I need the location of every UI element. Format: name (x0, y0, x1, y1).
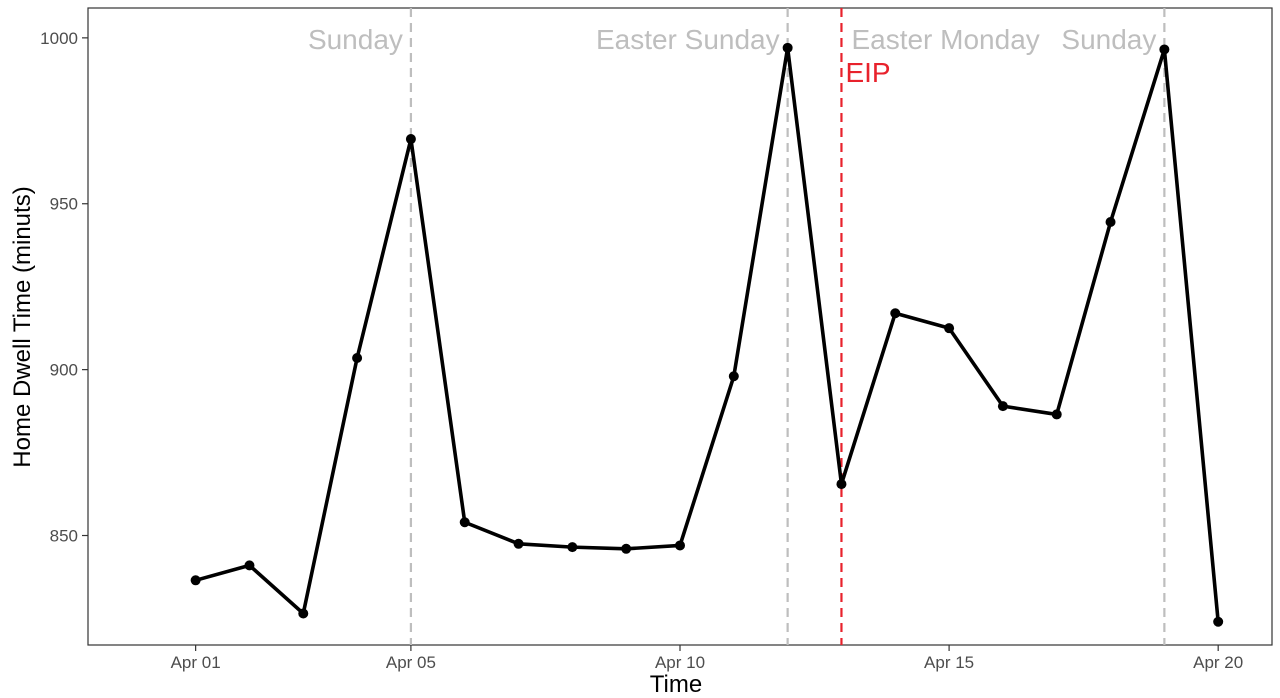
reference-line-label: Sunday (1061, 24, 1156, 55)
data-point (567, 542, 578, 553)
x-axis: Apr 01 Apr 05 Apr 10 Apr 15 Apr 20 (171, 645, 1243, 672)
eip-label: EIP (845, 57, 890, 88)
x-axis-title: Time (650, 671, 702, 698)
data-point (244, 560, 255, 571)
reference-line-label: Easter Sunday (596, 24, 780, 55)
data-point (405, 134, 416, 145)
x-tick-label: Apr 15 (924, 653, 974, 672)
y-tick-label: 900 (50, 361, 78, 380)
data-point (513, 538, 524, 549)
x-tick-label: Apr 20 (1193, 653, 1243, 672)
data-point (298, 608, 309, 619)
reference-line-label: Sunday (308, 24, 403, 55)
data-point (944, 323, 955, 334)
reference-line-label: Easter Monday (851, 24, 1039, 55)
data-point (675, 540, 685, 551)
x-tick-label: Apr 05 (386, 653, 436, 672)
y-axis-title: Home Dwell Time (minuts) (9, 186, 36, 467)
data-point (890, 308, 901, 319)
data-point (621, 543, 632, 554)
data-series (190, 42, 1224, 627)
data-point (1213, 616, 1224, 627)
y-axis: 850 900 950 1000 (40, 29, 88, 546)
y-tick-label: 1000 (40, 29, 78, 48)
y-tick-label: 950 (50, 195, 78, 214)
x-tick-label: Apr 01 (171, 653, 221, 672)
y-tick-label: 850 (50, 527, 78, 546)
series-line (195, 46, 1220, 622)
x-tick-label: Apr 10 (655, 653, 705, 672)
plot-panel (87, 7, 1273, 646)
data-point (728, 371, 739, 382)
data-point (1159, 44, 1170, 55)
data-point (836, 479, 847, 490)
data-point (459, 517, 470, 528)
data-point (997, 401, 1008, 412)
data-point (190, 575, 201, 586)
data-point (1105, 216, 1116, 227)
data-point (1051, 409, 1062, 420)
data-point (782, 42, 793, 53)
data-point (352, 353, 363, 364)
